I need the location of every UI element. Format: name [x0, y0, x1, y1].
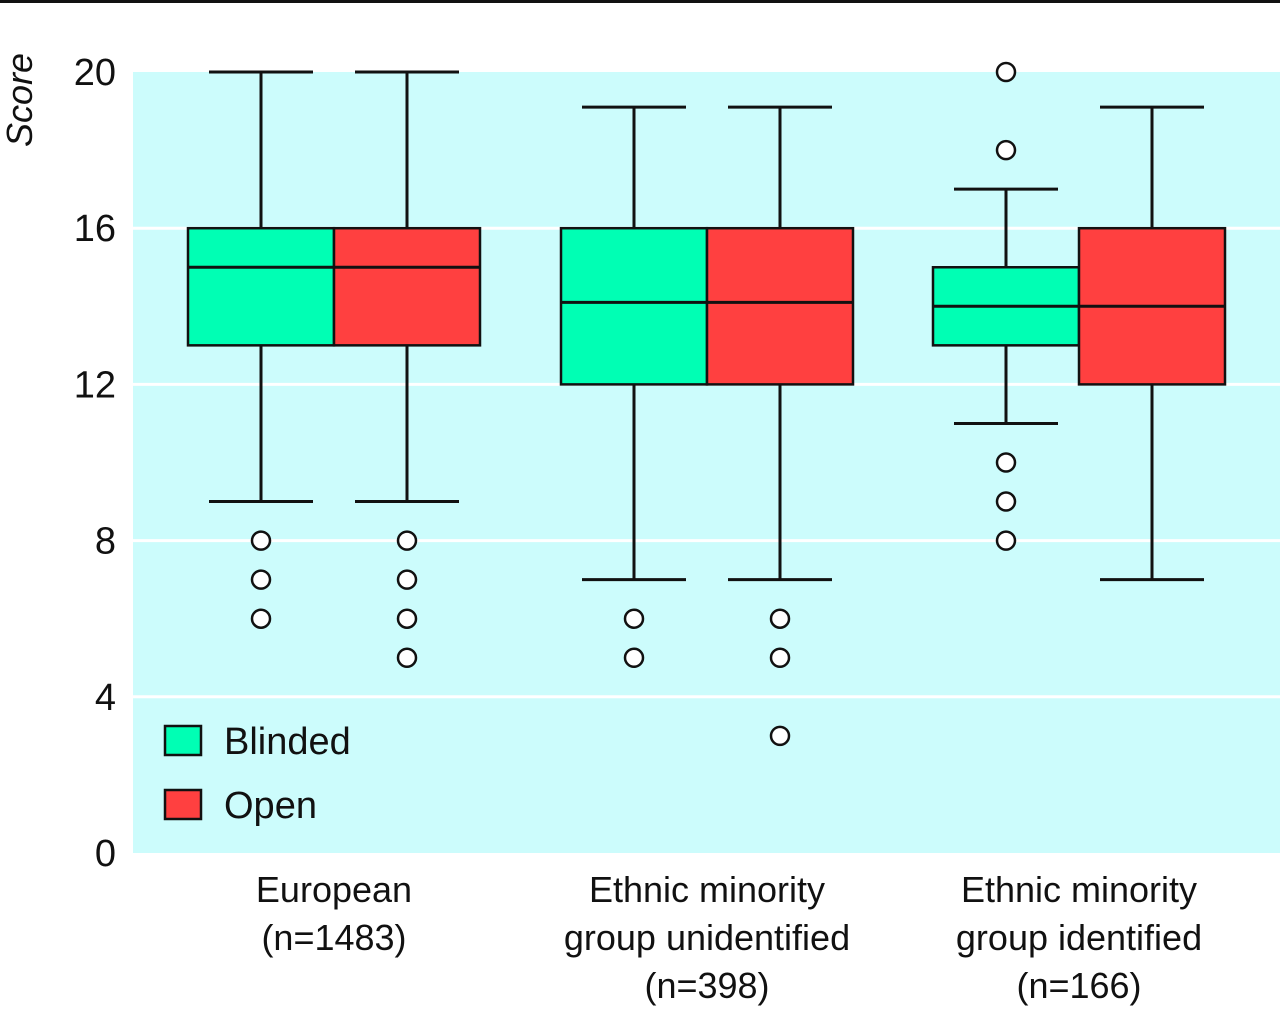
outlier-point	[396, 569, 418, 590]
category-label: Ethnic minority	[589, 869, 825, 910]
category-label: (n=398)	[644, 965, 769, 1006]
outlier-point	[769, 647, 791, 668]
y-tick-label: 12	[74, 364, 116, 406]
outlier-point	[396, 530, 418, 551]
outlier-point	[250, 530, 272, 551]
outlier-point	[250, 608, 272, 629]
y-axis-title: Score	[0, 53, 40, 147]
category-label: European	[256, 869, 412, 910]
box-open-2	[1077, 105, 1227, 582]
outlier-point	[995, 61, 1017, 83]
legend-label: Blinded	[224, 721, 351, 763]
box-blinded-1	[559, 105, 709, 668]
outlier-point	[769, 608, 791, 629]
outlier-point	[396, 608, 418, 629]
y-tick-label: 0	[95, 833, 116, 875]
outlier-point	[995, 139, 1017, 161]
category-label: Ethnic minority	[961, 869, 1197, 910]
outlier-point	[250, 569, 272, 590]
box-blinded-0	[186, 70, 336, 629]
outlier-point	[623, 608, 645, 629]
y-tick-label: 8	[95, 521, 116, 563]
category-label: (n=166)	[1016, 965, 1141, 1006]
legend: Blinded Open	[163, 721, 351, 827]
outlier-point	[995, 452, 1017, 473]
box-open-1	[705, 105, 855, 747]
legend-swatch-blinded	[163, 724, 203, 757]
category-labels: European (n=1483) Ethnic minority group uni…	[256, 869, 1202, 1006]
legend-label: Open	[224, 785, 317, 827]
box-open-0	[332, 70, 482, 668]
box-series	[186, 61, 1227, 747]
box-iqr	[559, 226, 709, 386]
outlier-point	[769, 725, 791, 747]
y-tick-label: 16	[74, 208, 116, 250]
category-label: (n=1483)	[261, 917, 406, 958]
legend-swatch-open	[163, 788, 203, 821]
outlier-point	[995, 530, 1017, 551]
box-iqr	[705, 226, 855, 386]
box-iqr	[186, 226, 336, 347]
category-label: group unidentified	[564, 917, 850, 958]
category-label: group identified	[956, 917, 1202, 958]
outlier-point	[995, 491, 1017, 512]
outlier-point	[396, 647, 418, 668]
y-tick-label: 4	[95, 677, 116, 719]
plot-area	[133, 72, 1280, 853]
box-iqr	[332, 226, 482, 347]
outlier-point	[623, 647, 645, 668]
y-tick-label: 20	[74, 52, 116, 94]
y-axis-ticks: 0 4 8 12 16 20	[74, 52, 116, 875]
box-blinded-2	[931, 61, 1081, 551]
